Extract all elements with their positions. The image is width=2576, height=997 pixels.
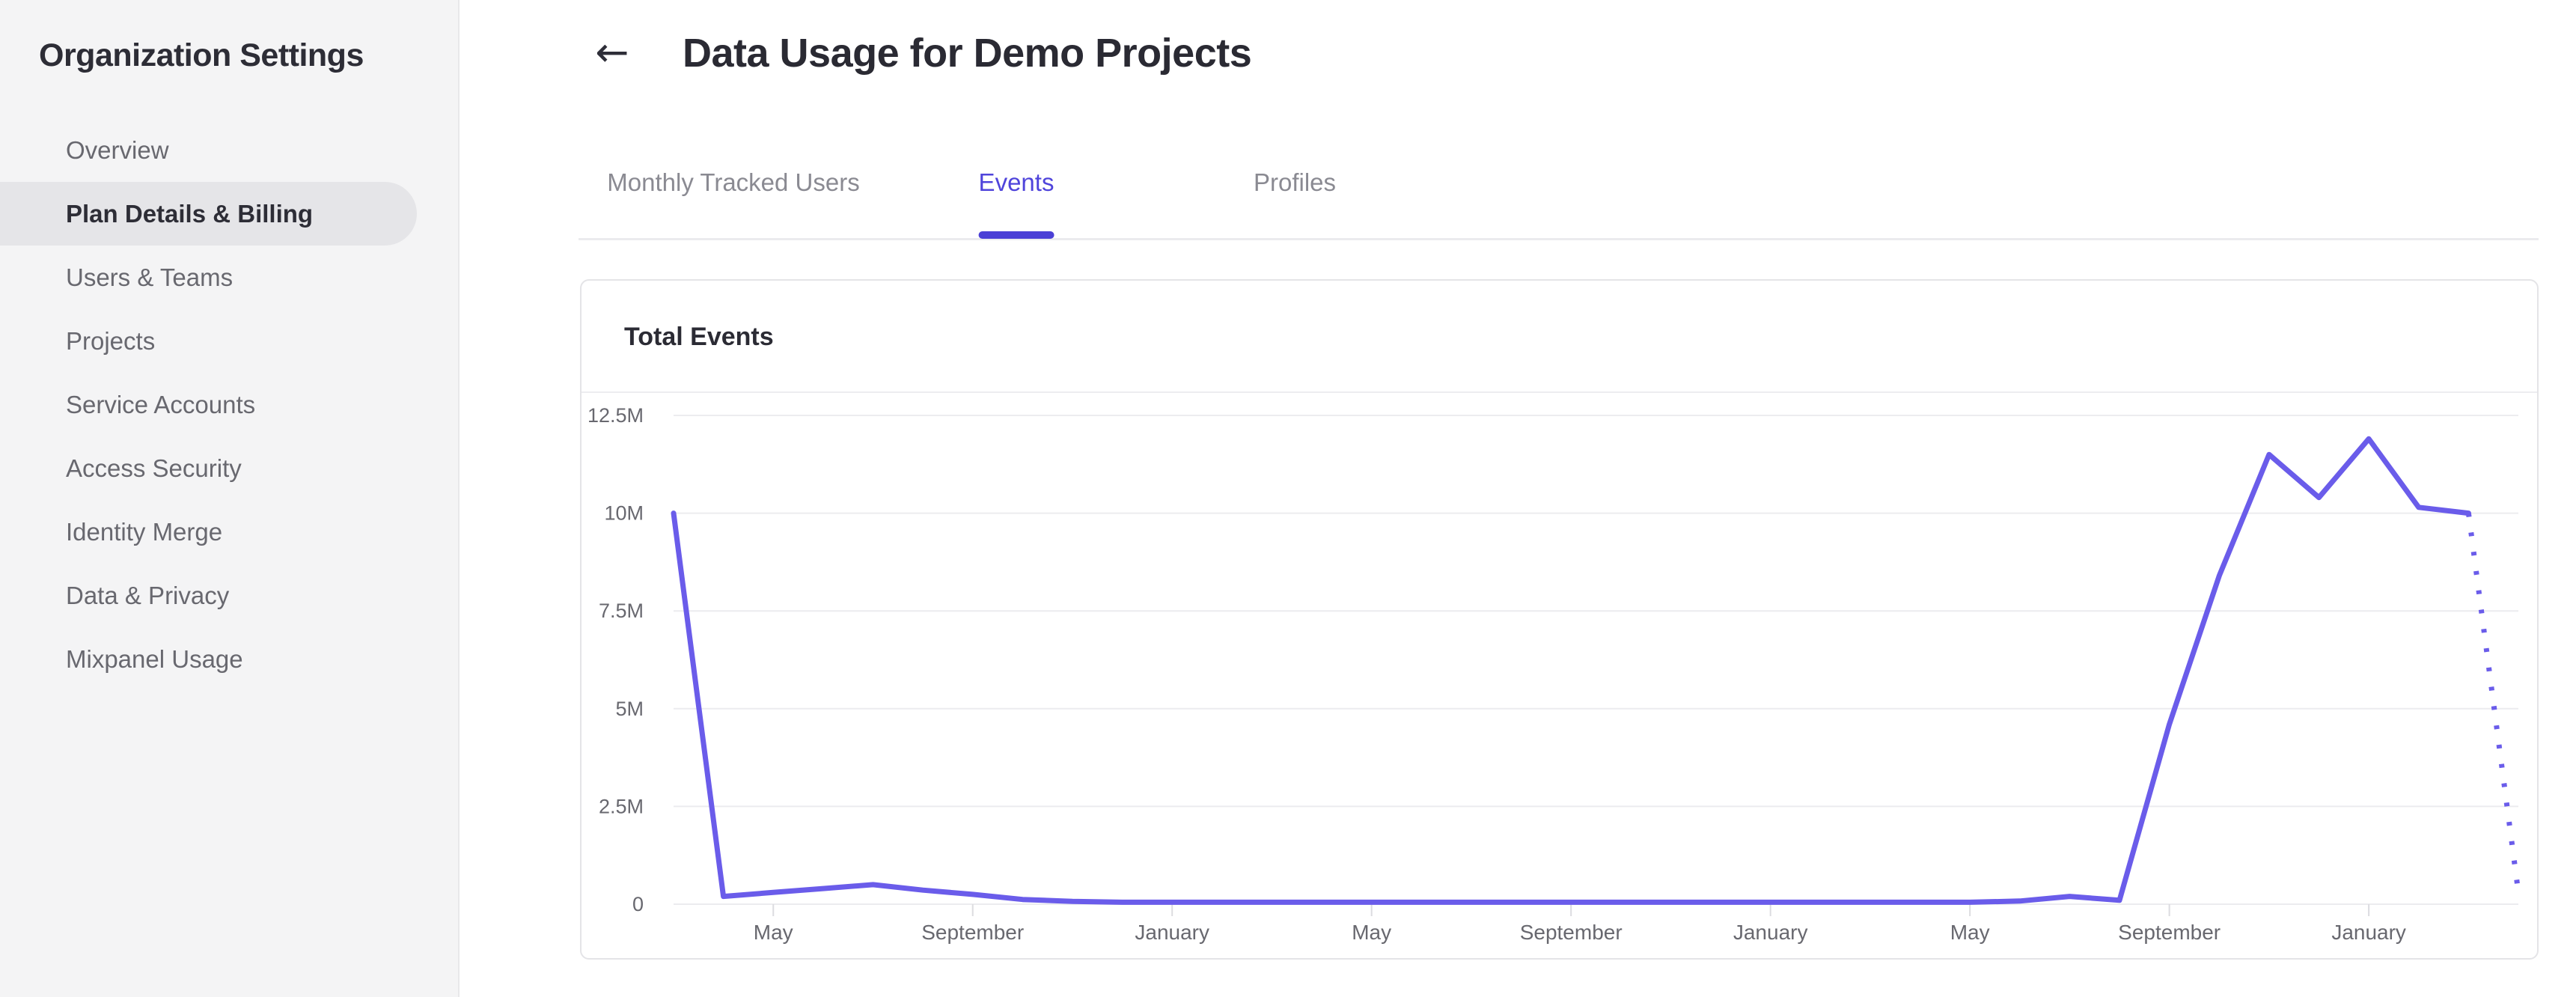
y-axis-label: 0 [632,893,644,915]
y-axis-label: 7.5M [599,600,644,622]
x-axis-label: September [1520,921,1623,944]
organization-settings-sidebar: Organization Settings Overview Plan Detai… [0,0,460,997]
chart-wrap: 0 2.5M 5M 7.5M 10M 12.5M May September January Ma… [582,394,2537,960]
sidebar-title: Organization Settings [39,37,364,73]
card-header: Total Events [582,281,2537,393]
sidebar-item-access-security[interactable]: Access Security [66,454,242,482]
back-button[interactable]: ← [588,28,636,76]
tab-monthly-tracked-users[interactable]: Monthly Tracked Users [607,148,859,240]
x-axis-label: January [1135,921,1209,944]
sidebar-item-data-privacy[interactable]: Data & Privacy [66,582,230,609]
sidebar-item-plan-details-billing[interactable]: Plan Details & Billing [0,182,417,246]
tab-events[interactable]: Events [978,148,1054,240]
sidebar-item-users-teams[interactable]: Users & Teams [66,263,234,291]
x-axis-label: May [1950,921,1990,944]
x-axis-label: May [754,921,793,944]
sidebar-item-mixpanel-usage[interactable]: Mixpanel Usage [66,645,243,673]
y-axis-label: 2.5M [599,795,644,817]
sidebar-nav: Overview Plan Details & Billing Users & Te… [0,118,458,691]
sidebar-item-identity-merge[interactable]: Identity Merge [66,518,223,546]
y-axis-label: 5M [615,698,644,720]
tab-label: Monthly Tracked Users [607,168,860,196]
projected-segment-dotted [2465,513,2521,893]
tab-label: Profiles [1253,168,1337,196]
active-tab-underline [978,231,1054,239]
card-title: Total Events [624,323,774,351]
sidebar-item-projects[interactable]: Projects [66,327,156,355]
page-title: Data Usage for Demo Projects [683,31,1252,76]
total-events-line [671,436,2471,905]
events-chart: 0 2.5M 5M 7.5M 10M 12.5M May September January Ma… [587,404,2521,944]
x-axis-label: September [921,921,1024,944]
x-axis-label: January [1733,921,1808,944]
x-axis-label: May [1352,921,1391,944]
total-events-card: Total Events 0 2.5M 5M 7.5M 10M 12.5M May Septe… [580,279,2539,960]
usage-tabs: Monthly Tracked Users Events Profiles [579,148,2539,240]
sidebar-item-overview[interactable]: Overview [66,136,169,164]
sidebar-item-service-accounts[interactable]: Service Accounts [66,391,256,418]
y-axis-label: 12.5M [587,404,644,427]
x-axis-label: September [2118,921,2221,944]
tab-label: Events [978,168,1054,196]
x-axis-label: January [2331,921,2406,944]
y-axis-label: 10M [604,502,644,525]
tab-profiles[interactable]: Profiles [1254,148,1336,240]
